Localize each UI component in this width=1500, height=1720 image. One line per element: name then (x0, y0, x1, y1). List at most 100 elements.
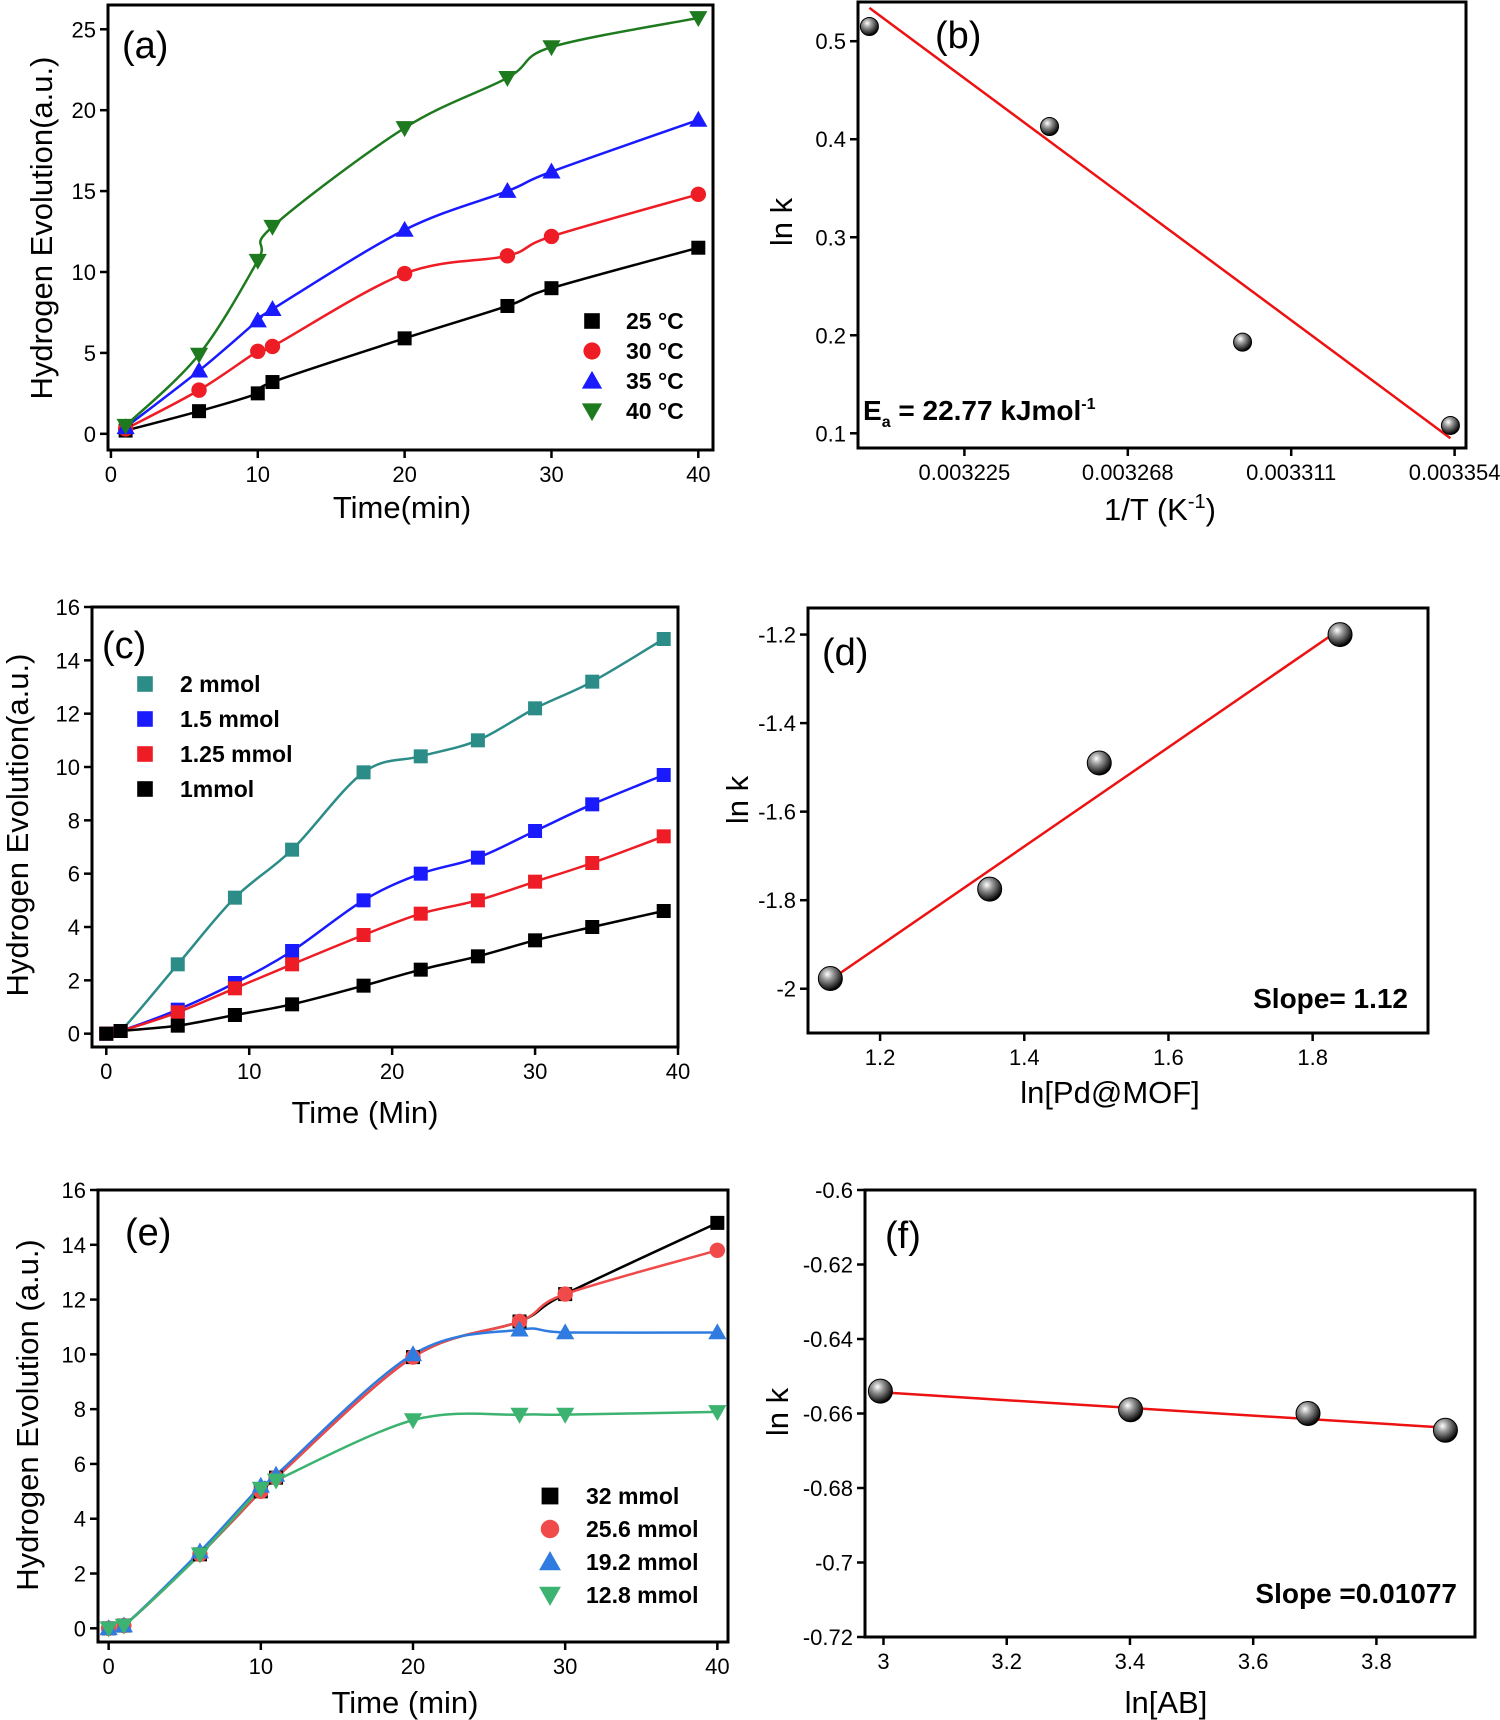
x-tick-label: 1.6 (1153, 1045, 1184, 1070)
data-point-35-c (689, 110, 708, 127)
slope-annotation: Slope =0.01077 (1255, 1578, 1457, 1609)
y-tick-label: 8 (68, 808, 80, 833)
legend-label-2-mmol: 2 mmol (180, 671, 261, 697)
x-tick-label: 0 (100, 1059, 112, 1084)
x-tick-label: 3.4 (1115, 1649, 1146, 1674)
data-point (859, 17, 879, 37)
data-point-35-c (189, 361, 209, 378)
y-ticks: 0 5 10 15 20 25 (72, 17, 108, 447)
legend-marker-1mmol (137, 781, 153, 797)
data-point (1233, 332, 1253, 352)
data-point-2-mmol (227, 890, 242, 905)
y-ticks: -2 -1.8 -1.6 -1.4 -1.2 (758, 623, 808, 1002)
data-point-12-8-mmol (708, 1405, 727, 1421)
data-point-35-c (498, 181, 517, 198)
plot-frame (90, 605, 680, 1049)
x-tick-label: 10 (249, 1654, 273, 1679)
series-markers (867, 1378, 1458, 1443)
x-tick-label: 0.003268 (1082, 460, 1174, 485)
y-tick-label: -0.7 (815, 1551, 853, 1576)
x-tick-label: 0.003311 (1246, 460, 1336, 485)
data-point (1086, 750, 1112, 776)
data-point (1040, 116, 1060, 136)
y-tick-label: 14 (56, 648, 80, 673)
series-lines (105, 637, 665, 1039)
fit-curve-30-c (125, 193, 699, 431)
data-point-35-c (263, 300, 282, 317)
data-point (977, 876, 1003, 902)
data-point-12-8-mmol (510, 1407, 529, 1424)
data-point-30-c (191, 382, 207, 398)
data-point-30-c (690, 186, 707, 203)
data-point (1327, 622, 1353, 648)
series-markers (99, 1215, 727, 1638)
data-point-40-c (189, 347, 209, 364)
data-point-1mmol (285, 997, 300, 1012)
data-point-35-c (248, 311, 267, 328)
y-axis-label: Hydrogen Evolution(a.u.) (0, 654, 35, 997)
x-tick-label: 3.2 (991, 1649, 1022, 1674)
data-point-25-c (544, 281, 559, 296)
legend-marker-35-c (581, 370, 603, 389)
data-point-1-5-mmol (585, 797, 600, 812)
data-point-2-mmol (470, 733, 485, 748)
data-point-1-5-mmol (470, 850, 485, 865)
data-point-30-c (250, 343, 266, 359)
panel-label: (a) (122, 25, 168, 67)
x-tick-label: 1.2 (865, 1045, 896, 1070)
data-point-40-c (116, 418, 135, 435)
legend-label-25-c: 25 °C (626, 308, 684, 334)
x-tick-label: 10 (246, 462, 270, 487)
data-point-1mmol (413, 962, 428, 977)
fit-line (868, 6, 1452, 440)
series-markers (817, 622, 1353, 992)
panel-label: (b) (935, 15, 981, 57)
series-lines (108, 1221, 718, 1634)
data-point-1-5-mmol (356, 893, 371, 908)
panel-f: 3 3.2 3.4 3.6 3.8 -0.72-0.7-0.68-0.66-0.64-0… (760, 1178, 1477, 1720)
data-point-1mmol (470, 949, 485, 964)
panel-d: 1.2 1.4 1.6 1.8 -2 -1.8 -1.6 -1.4 -1.2 (d) ln[P… (720, 606, 1430, 1110)
x-tick-label: 40 (686, 462, 710, 487)
panel-label: (f) (885, 1215, 921, 1257)
data-point-25-c (500, 298, 515, 313)
legend-label-12-8-mmol: 12.8 mmol (586, 1582, 699, 1608)
series-markers (116, 11, 708, 438)
plot-frame (856, 0, 1468, 450)
fit-curve-2-mmol (105, 637, 665, 1039)
x-tick-label: 10 (237, 1059, 261, 1084)
data-point-35-c (395, 220, 414, 237)
data-point-2-mmol (285, 842, 300, 857)
data-point-2-mmol (356, 765, 371, 780)
x-ticks: 3 3.2 3.4 3.6 3.8 (877, 1637, 1392, 1674)
series-markers (99, 632, 671, 1041)
data-point-1-5-mmol (528, 824, 543, 838)
legend-marker-12-8-mmol (539, 1586, 561, 1606)
y-tick-label: -0.68 (803, 1476, 853, 1501)
data-point-30-c (499, 248, 516, 264)
y-tick-label: 0.4 (815, 127, 846, 152)
data-point-2-mmol (528, 701, 543, 716)
y-tick-label: -1.8 (758, 888, 796, 913)
data-point-30-c (543, 228, 560, 245)
x-ticks: 0 10 20 30 40 (100, 1047, 690, 1084)
data-point-25-c (691, 240, 706, 255)
data-point-12-8-mmol (403, 1413, 423, 1430)
data-point-32-mmol (710, 1215, 725, 1230)
data-point-1-25-mmol (356, 928, 371, 942)
legend: 2 mmol 1.5 mmol 1.25 mmol 1mmol (137, 671, 293, 802)
plot-frame (863, 1188, 1477, 1639)
y-tick-label: 25 (72, 17, 96, 42)
y-tick-label: -1.2 (758, 623, 796, 648)
legend-marker-19-2-mmol (539, 1551, 561, 1571)
y-tick-label: -0.72 (803, 1625, 853, 1650)
legend-marker-25-6-mmol (540, 1519, 560, 1539)
y-tick-label: 20 (72, 98, 96, 123)
data-point-19-2-mmol (510, 1320, 529, 1337)
data-point-1-5-mmol (656, 768, 671, 782)
x-tick-label: 1.8 (1297, 1045, 1328, 1070)
data-point-1-25-mmol (585, 856, 600, 870)
data-point-12-8-mmol (251, 1481, 270, 1498)
y-axis-label: Hydrogen Evolution (a.u.) (10, 1239, 45, 1591)
x-tick-label: 40 (666, 1059, 690, 1084)
